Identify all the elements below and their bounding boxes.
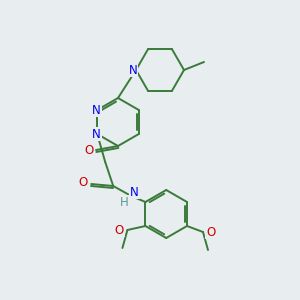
Text: O: O xyxy=(79,176,88,190)
Text: N: N xyxy=(130,185,139,199)
Text: H: H xyxy=(120,196,129,208)
Text: N: N xyxy=(92,128,100,140)
Text: O: O xyxy=(115,224,124,236)
Text: O: O xyxy=(206,226,216,238)
Text: N: N xyxy=(129,64,137,76)
Text: N: N xyxy=(92,103,100,116)
Text: O: O xyxy=(84,143,94,157)
